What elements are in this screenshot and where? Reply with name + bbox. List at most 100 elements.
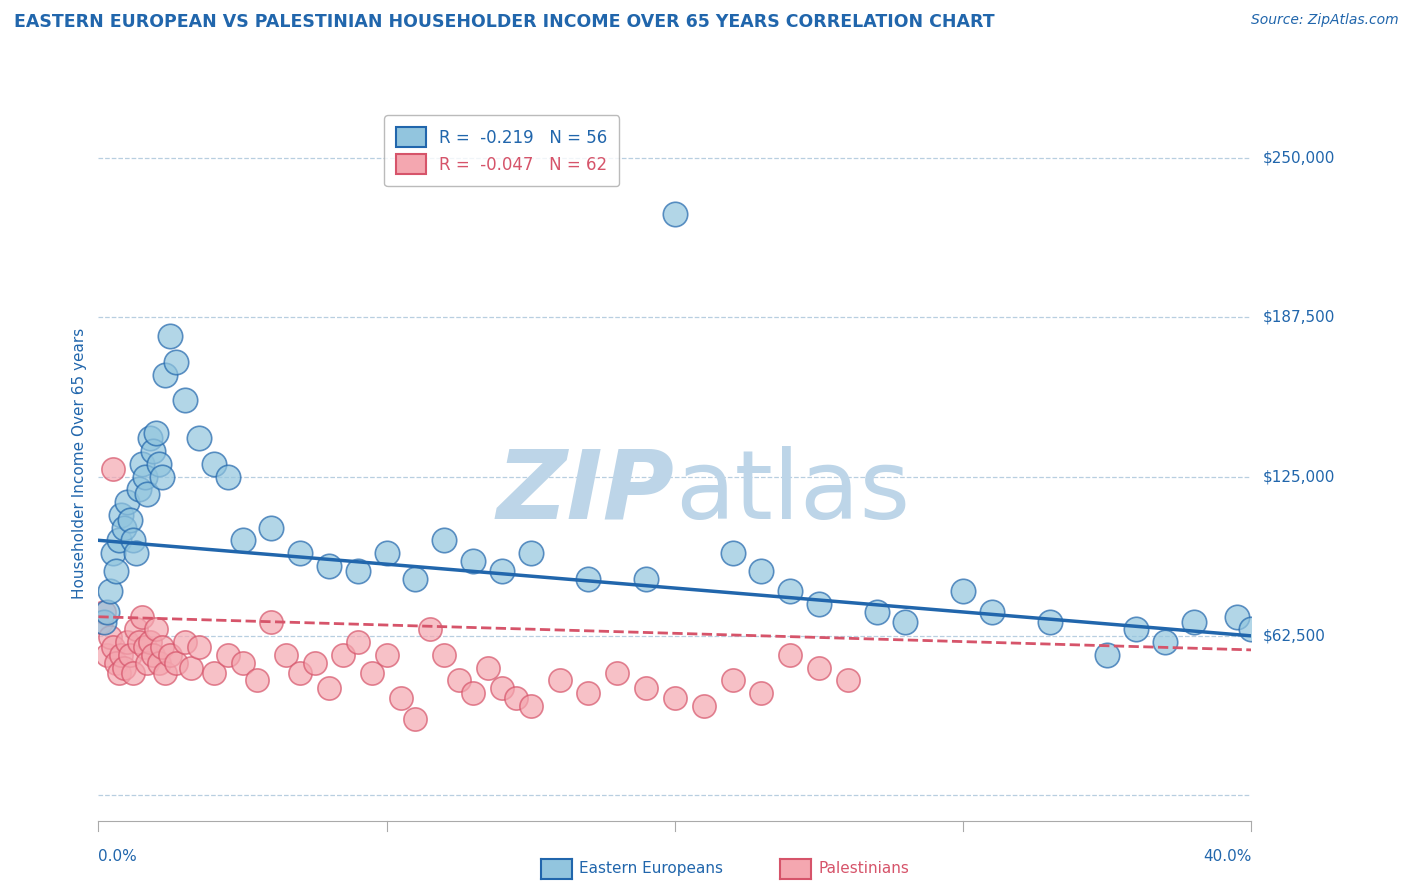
Point — [150, 640, 173, 655]
Point — [332, 648, 354, 662]
Point — [188, 640, 211, 655]
Text: $187,500: $187,500 — [1263, 310, 1336, 325]
Point — [693, 698, 716, 713]
Point — [107, 665, 129, 680]
Point — [165, 656, 187, 670]
Point — [346, 564, 368, 578]
Point — [142, 444, 165, 458]
Text: $250,000: $250,000 — [1263, 151, 1336, 166]
Point — [125, 546, 148, 560]
Point — [1226, 609, 1249, 624]
Point — [90, 615, 112, 629]
Point — [145, 623, 167, 637]
Text: Source: ZipAtlas.com: Source: ZipAtlas.com — [1251, 13, 1399, 28]
Point — [751, 686, 773, 700]
Text: ZIP: ZIP — [496, 446, 675, 539]
Point — [894, 615, 917, 629]
Point — [491, 681, 513, 695]
Point — [98, 584, 121, 599]
Point — [664, 207, 686, 221]
Point — [260, 520, 283, 534]
Point — [375, 648, 398, 662]
Point — [520, 546, 543, 560]
Point — [721, 673, 744, 688]
Text: 40.0%: 40.0% — [1204, 849, 1251, 864]
Point — [117, 495, 138, 509]
Point — [165, 355, 187, 369]
Point — [520, 698, 543, 713]
Point — [217, 648, 239, 662]
Point — [636, 572, 658, 586]
Point — [1240, 623, 1263, 637]
Point — [1125, 623, 1147, 637]
Point — [375, 546, 398, 560]
Point — [101, 546, 124, 560]
Text: atlas: atlas — [675, 446, 910, 539]
Point — [174, 635, 197, 649]
Point — [981, 605, 1004, 619]
Point — [419, 623, 441, 637]
Point — [231, 533, 254, 548]
Point — [1153, 635, 1175, 649]
Point — [346, 635, 368, 649]
Point — [153, 368, 176, 382]
Point — [405, 572, 427, 586]
Point — [188, 431, 211, 445]
Point — [202, 457, 225, 471]
Point — [779, 584, 801, 599]
Point — [150, 469, 173, 483]
Point — [231, 656, 254, 670]
Point — [131, 457, 153, 471]
Point — [112, 520, 135, 534]
Point — [606, 665, 628, 680]
Point — [110, 508, 132, 522]
Point — [98, 630, 121, 644]
Point — [142, 648, 165, 662]
Point — [117, 635, 138, 649]
Point — [134, 640, 156, 655]
Y-axis label: Householder Income Over 65 years: Householder Income Over 65 years — [72, 328, 87, 599]
Point — [548, 673, 571, 688]
Point — [318, 681, 340, 695]
Point — [131, 609, 153, 624]
Text: EASTERN EUROPEAN VS PALESTINIAN HOUSEHOLDER INCOME OVER 65 YEARS CORRELATION CHA: EASTERN EUROPEAN VS PALESTINIAN HOUSEHOL… — [14, 13, 994, 31]
Point — [159, 648, 181, 662]
Point — [751, 564, 773, 578]
Point — [260, 615, 283, 629]
Point — [461, 686, 484, 700]
Point — [101, 640, 124, 655]
Point — [122, 533, 145, 548]
Point — [636, 681, 658, 695]
Point — [779, 648, 801, 662]
Point — [136, 656, 159, 670]
Point — [122, 665, 145, 680]
Point — [477, 661, 499, 675]
Point — [120, 648, 142, 662]
Point — [405, 712, 427, 726]
Point — [246, 673, 269, 688]
Point — [104, 564, 127, 578]
Point — [148, 656, 170, 670]
Point — [217, 469, 239, 483]
Text: Eastern Europeans: Eastern Europeans — [579, 862, 723, 876]
Point — [110, 648, 132, 662]
Text: Palestinians: Palestinians — [818, 862, 910, 876]
Point — [128, 635, 150, 649]
Point — [202, 665, 225, 680]
Point — [304, 656, 326, 670]
Point — [174, 393, 197, 408]
Point — [128, 483, 150, 497]
Point — [433, 533, 456, 548]
Point — [96, 605, 118, 619]
Point — [104, 656, 127, 670]
Legend: R =  -0.219   N = 56, R =  -0.047   N = 62: R = -0.219 N = 56, R = -0.047 N = 62 — [384, 115, 620, 186]
Point — [93, 615, 115, 629]
Point — [318, 558, 340, 573]
Point — [664, 691, 686, 706]
Text: $125,000: $125,000 — [1263, 469, 1336, 484]
Point — [461, 554, 484, 568]
Point — [93, 605, 115, 619]
Point — [865, 605, 889, 619]
Point — [101, 462, 124, 476]
Point — [125, 623, 148, 637]
